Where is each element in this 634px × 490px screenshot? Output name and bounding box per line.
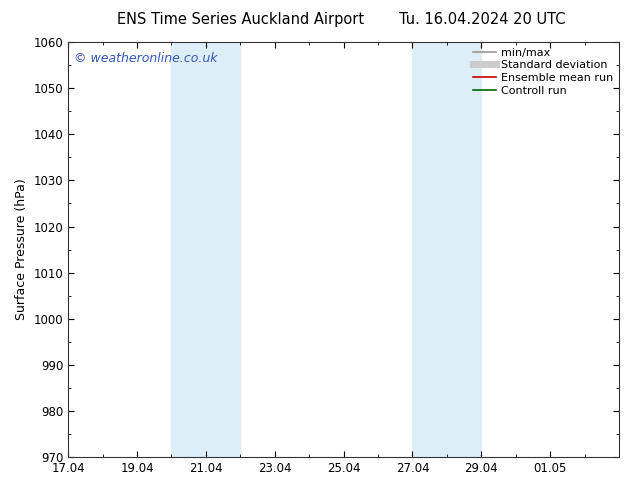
Bar (171, 42, 240, 457)
Y-axis label: Surface Pressure (hPa): Surface Pressure (hPa) (15, 179, 28, 320)
Text: © weatheronline.co.uk: © weatheronline.co.uk (74, 52, 217, 66)
Legend: min/max, Standard deviation, Ensemble mean run, Controll run: min/max, Standard deviation, Ensemble me… (474, 48, 614, 96)
Bar (413, 42, 481, 457)
Text: Tu. 16.04.2024 20 UTC: Tu. 16.04.2024 20 UTC (399, 12, 565, 27)
Text: ENS Time Series Auckland Airport: ENS Time Series Auckland Airport (117, 12, 365, 27)
